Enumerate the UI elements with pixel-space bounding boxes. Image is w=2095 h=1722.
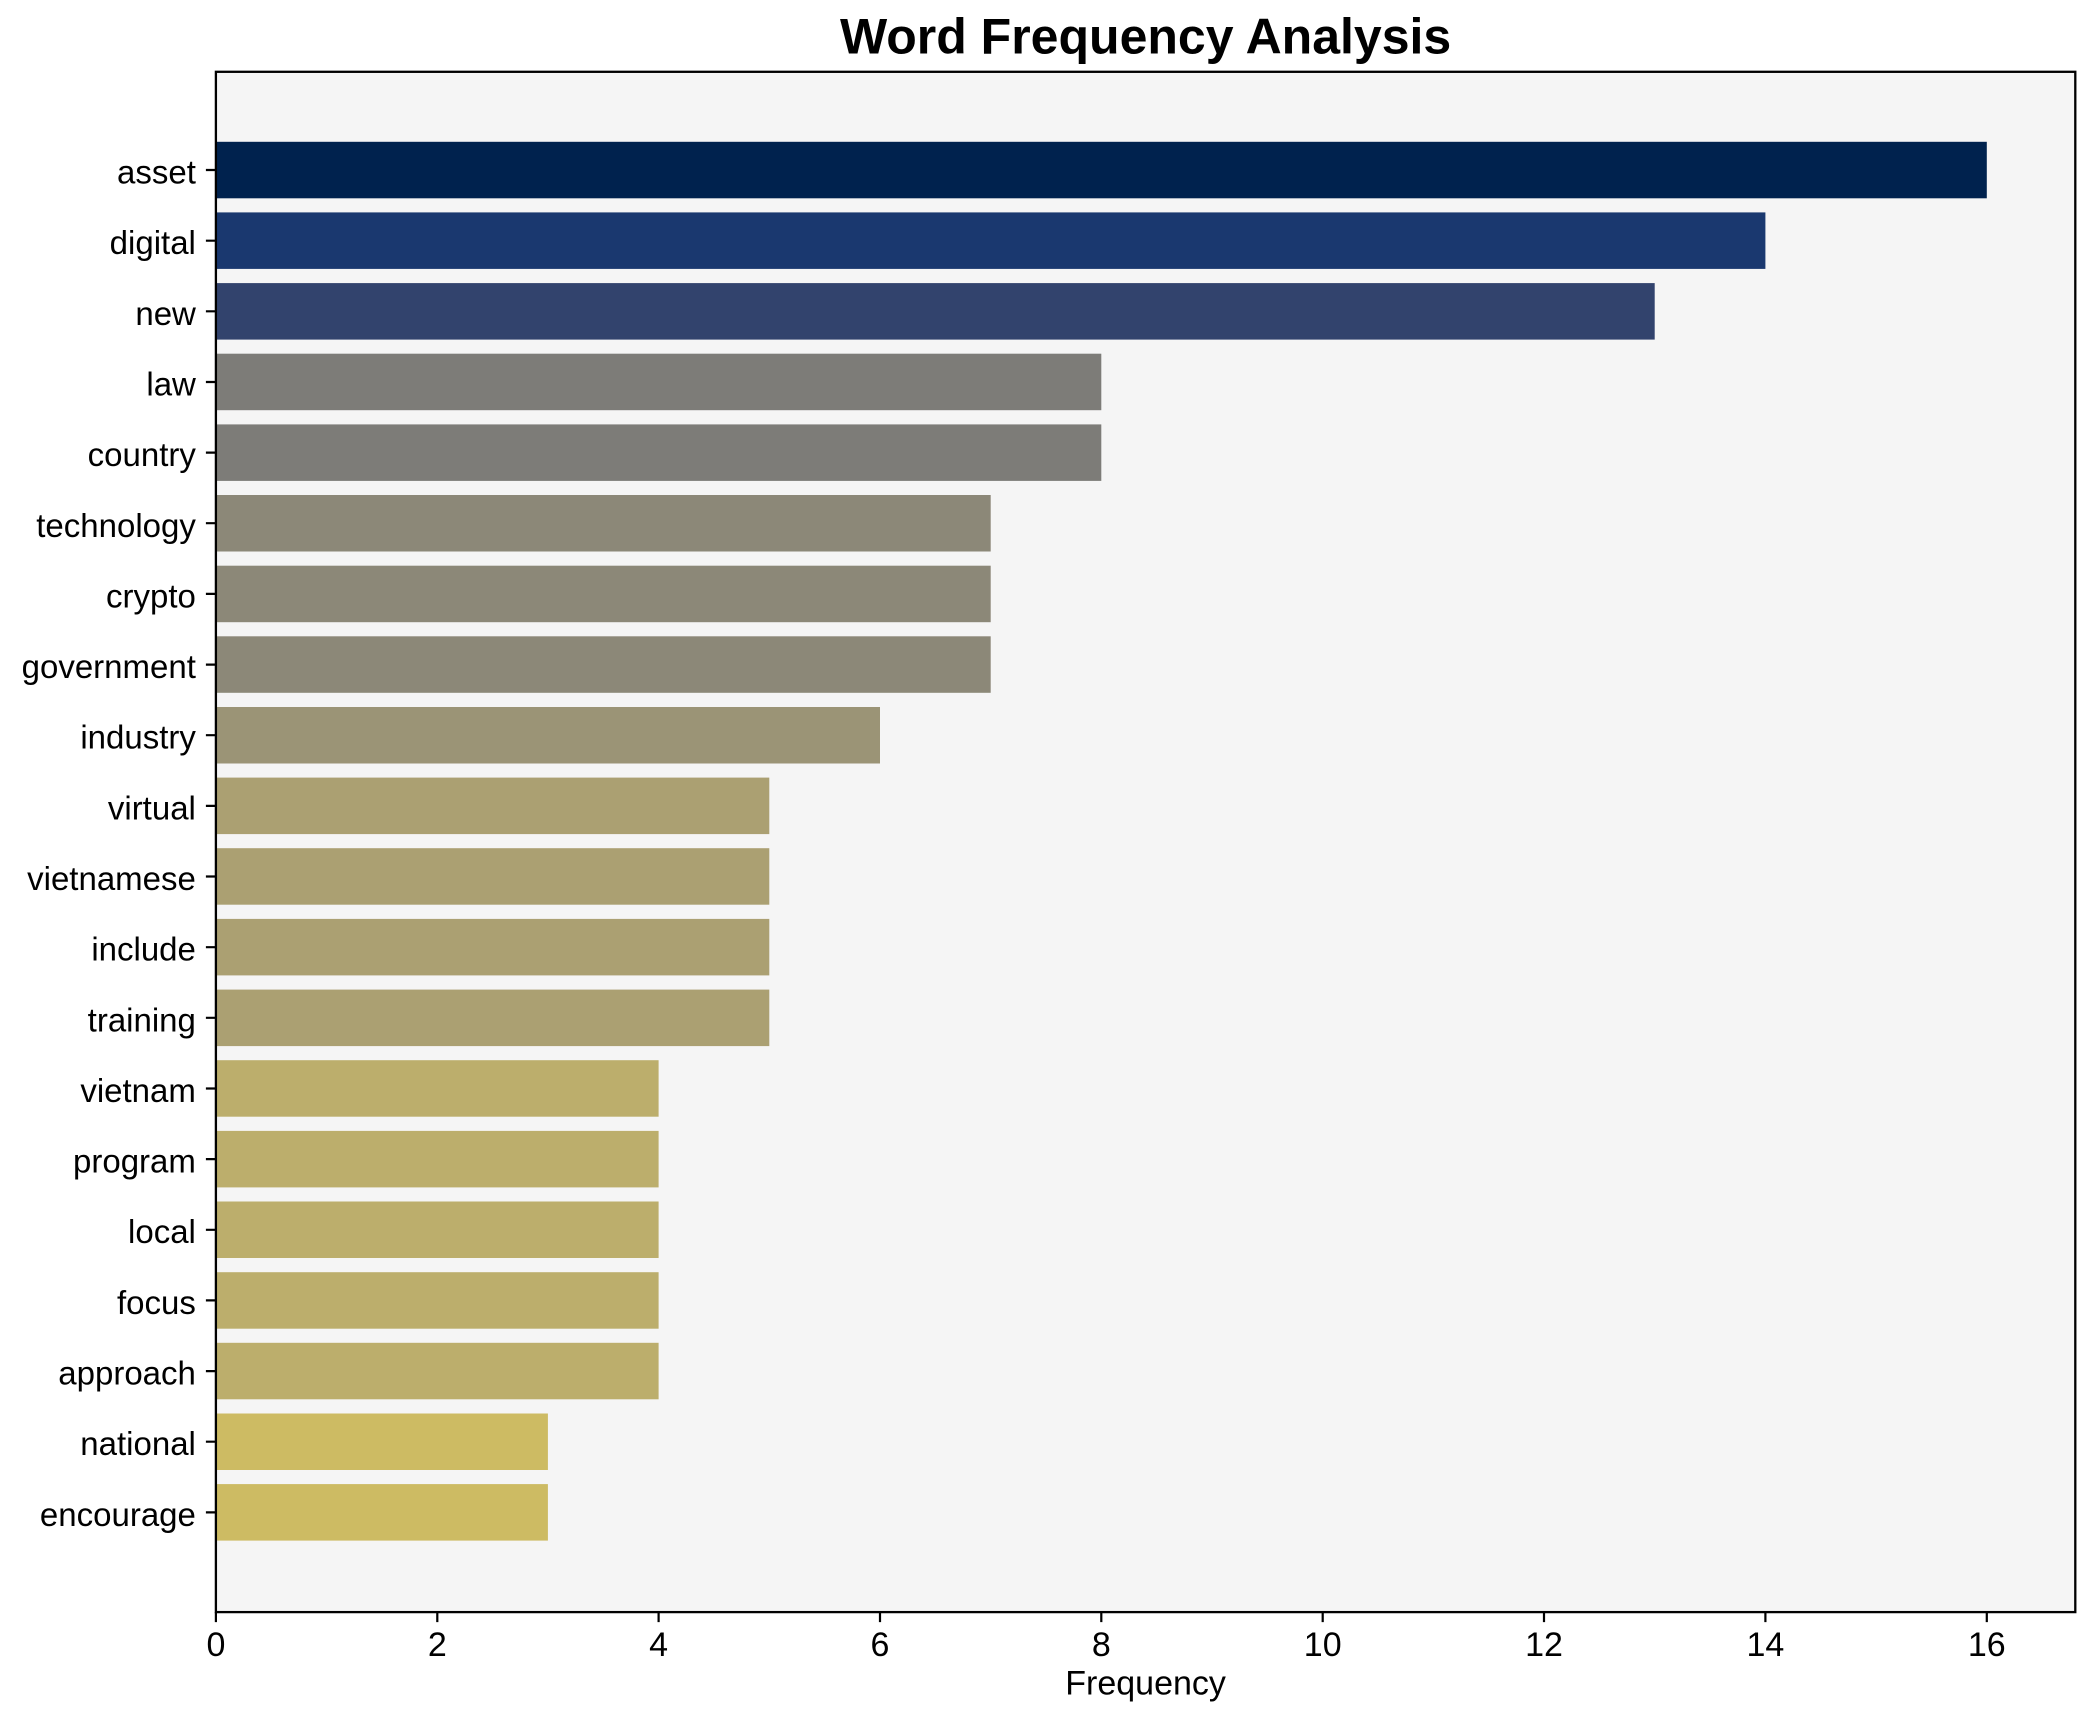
svg-text:asset: asset xyxy=(117,154,196,191)
svg-text:vietnam: vietnam xyxy=(80,1072,196,1109)
svg-text:digital: digital xyxy=(110,224,196,261)
svg-text:virtual: virtual xyxy=(108,789,196,826)
svg-text:6: 6 xyxy=(871,1626,890,1664)
svg-text:Word Frequency Analysis: Word Frequency Analysis xyxy=(840,9,1451,65)
svg-text:4: 4 xyxy=(649,1626,668,1664)
svg-text:0: 0 xyxy=(206,1626,225,1664)
svg-text:2: 2 xyxy=(428,1626,447,1664)
svg-text:focus: focus xyxy=(117,1284,196,1321)
svg-text:national: national xyxy=(80,1425,196,1462)
svg-text:encourage: encourage xyxy=(40,1496,196,1533)
svg-text:approach: approach xyxy=(58,1355,196,1392)
svg-text:training: training xyxy=(88,1001,196,1038)
svg-text:8: 8 xyxy=(1092,1626,1111,1664)
svg-text:program: program xyxy=(73,1143,196,1180)
svg-text:include: include xyxy=(91,931,196,968)
svg-text:12: 12 xyxy=(1525,1626,1563,1664)
svg-text:government: government xyxy=(22,648,196,685)
svg-text:vietnamese: vietnamese xyxy=(27,860,196,897)
svg-text:new: new xyxy=(135,295,196,332)
svg-text:14: 14 xyxy=(1746,1626,1784,1664)
svg-text:10: 10 xyxy=(1304,1626,1342,1664)
svg-text:technology: technology xyxy=(36,507,196,544)
svg-text:local: local xyxy=(128,1213,196,1250)
svg-text:industry: industry xyxy=(80,719,196,756)
svg-text:crypto: crypto xyxy=(106,577,196,614)
svg-text:country: country xyxy=(88,436,197,473)
svg-text:Frequency: Frequency xyxy=(1065,1665,1226,1703)
svg-text:16: 16 xyxy=(1968,1626,2006,1664)
svg-text:law: law xyxy=(146,366,196,403)
